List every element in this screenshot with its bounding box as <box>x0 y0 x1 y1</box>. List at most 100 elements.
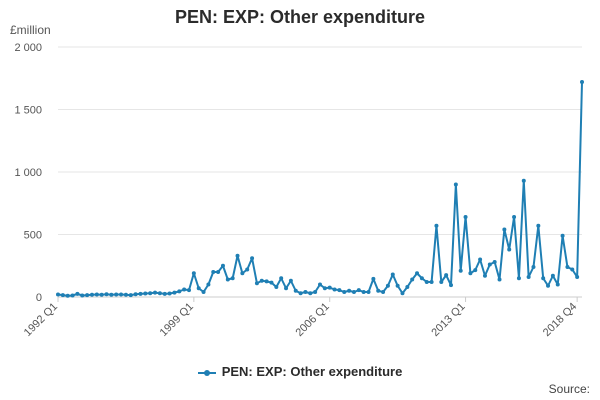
y-tick-label: 2 000 <box>14 42 42 54</box>
data-point <box>269 280 274 285</box>
chart-title: PEN: EXP: Other expenditure <box>174 7 426 27</box>
data-point <box>153 290 158 295</box>
data-point <box>211 270 216 274</box>
y-tick-label: 0 <box>36 292 42 304</box>
data-point <box>575 275 580 279</box>
data-point <box>119 292 124 297</box>
data-point <box>463 215 468 219</box>
data-point <box>366 290 371 294</box>
data-point <box>182 287 187 292</box>
data-point <box>157 291 162 296</box>
data-point <box>279 276 284 281</box>
y-tick-label: 1 000 <box>14 167 42 179</box>
data-point <box>453 182 458 187</box>
data-point <box>264 279 269 284</box>
source-label: Source: <box>548 382 590 396</box>
data-point <box>351 290 356 294</box>
data-point <box>550 273 555 278</box>
data-point <box>303 290 308 294</box>
data-point <box>492 260 497 264</box>
data-point <box>225 277 230 282</box>
data-point <box>94 292 99 297</box>
data-point <box>580 80 584 84</box>
data-point <box>332 287 337 292</box>
data-point <box>347 288 352 293</box>
data-point <box>376 288 381 293</box>
data-point <box>507 247 512 252</box>
data-point <box>546 283 551 288</box>
data-point <box>308 291 313 296</box>
data-point <box>444 273 449 278</box>
x-tick-label: 2006 Q1 <box>293 301 331 339</box>
x-tick-label: 1992 Q1 <box>22 301 60 339</box>
data-point <box>138 291 143 296</box>
data-point <box>487 262 492 267</box>
data-point <box>104 292 109 297</box>
data-point <box>167 291 172 296</box>
data-point <box>439 280 444 284</box>
data-point <box>56 292 60 297</box>
data-point <box>123 292 128 297</box>
data-point <box>133 292 138 297</box>
legend-label: PEN: EXP: Other expenditure <box>221 364 403 379</box>
series-line <box>57 81 583 297</box>
data-point <box>250 256 255 261</box>
data-point <box>288 278 293 283</box>
data-point <box>371 276 376 281</box>
data-point <box>177 289 182 294</box>
legend-line-marker-icon <box>197 368 216 378</box>
data-point <box>245 267 250 272</box>
data-point <box>468 271 473 276</box>
data-point <box>230 276 235 281</box>
data-point <box>99 292 104 297</box>
data-point <box>235 253 240 258</box>
data-point <box>206 282 211 287</box>
data-point <box>531 265 536 269</box>
data-point <box>240 271 245 276</box>
gridlines <box>58 46 582 298</box>
data-point <box>70 293 75 298</box>
y-tick-label: 500 <box>24 230 42 242</box>
data-point <box>284 286 289 291</box>
data-point <box>424 280 429 284</box>
data-point <box>434 223 439 228</box>
data-point <box>516 276 521 281</box>
data-point <box>298 291 303 296</box>
data-point <box>410 277 415 282</box>
data-point <box>172 290 177 295</box>
y-tick-label: 1 500 <box>14 105 42 117</box>
data-point <box>526 275 531 279</box>
data-point <box>497 277 502 282</box>
legend[interactable]: PEN: EXP: Other expenditure <box>0 364 600 379</box>
data-point <box>65 293 70 298</box>
data-point <box>114 292 119 297</box>
data-point <box>570 267 575 272</box>
x-tick-label: 2018 Q4 <box>541 301 579 339</box>
data-point <box>313 290 318 294</box>
x-tick-label: 2013 Q1 <box>429 301 467 339</box>
data-point <box>395 283 400 288</box>
data-point <box>385 283 390 288</box>
data-point <box>337 288 342 293</box>
data-point <box>318 282 322 287</box>
data-point <box>405 285 410 289</box>
data-point <box>536 223 541 228</box>
data-point <box>400 291 405 296</box>
data-point <box>187 288 191 293</box>
data-point <box>449 283 453 288</box>
data-point <box>89 292 94 297</box>
data-point <box>541 276 546 281</box>
data-point <box>482 273 487 278</box>
series-layer <box>56 80 584 298</box>
data-point <box>381 290 386 294</box>
data-point <box>521 178 526 183</box>
data-point <box>478 257 483 262</box>
data-point <box>60 293 65 298</box>
data-point <box>361 290 366 294</box>
data-point <box>216 270 221 274</box>
data-point <box>327 285 332 290</box>
data-point <box>502 227 507 232</box>
data-point <box>109 292 114 297</box>
legend-dot <box>203 369 210 376</box>
